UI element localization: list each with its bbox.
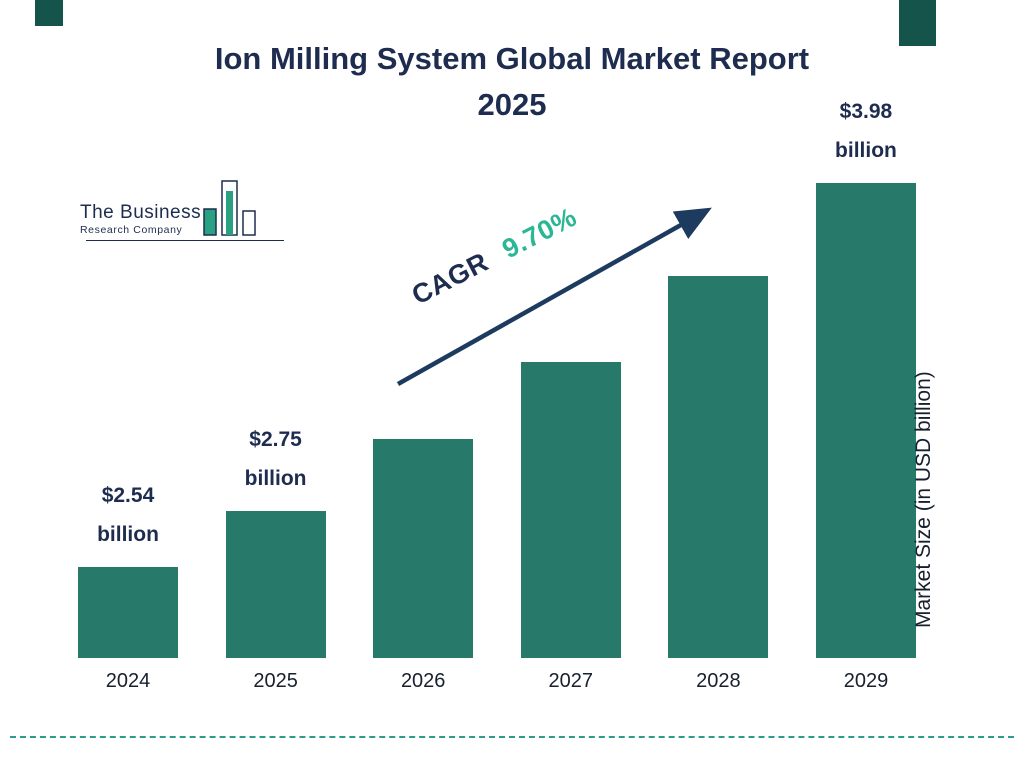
page-title-line1: Ion Milling System Global Market Report	[214, 41, 810, 76]
bar-value-label: $3.98 billion	[835, 100, 897, 162]
x-axis-label-2026: 2026	[400, 670, 446, 692]
bar-column-2026: 2026	[373, 439, 474, 700]
page-title-line2: 2025	[477, 87, 547, 122]
bar-2029	[815, 183, 916, 658]
logo-name: The Business	[80, 202, 202, 223]
bar-2024	[78, 567, 178, 658]
bar-2027	[520, 362, 621, 658]
bar-column-2029: $3.98 billion 2029	[815, 92, 916, 700]
bar-column-2025: $2.75 billion 2025	[225, 420, 326, 700]
logo-subtitle: Research Company	[80, 224, 183, 236]
x-axis-label-2028: 2028	[696, 670, 741, 692]
x-axis-label-2029: 2029	[843, 670, 889, 692]
bar-2026	[373, 439, 474, 658]
x-axis-label-2027: 2027	[548, 670, 594, 692]
bar-column-2028: 2028	[668, 276, 769, 700]
page-title: Ion Milling System Global Market Report …	[0, 36, 1024, 128]
bar-value-label: $2.54 billion	[97, 484, 159, 546]
x-axis-label-2025: 2025	[253, 670, 298, 692]
y-axis-title: Market Size (in USD billion)	[912, 371, 935, 629]
bar-2025	[225, 511, 326, 658]
logo-underline	[86, 240, 284, 241]
bar-column-2024: $2.54 billion 2024	[78, 476, 178, 700]
bar-column-2027: 2027	[520, 362, 621, 700]
company-logo: The Business Research Company	[80, 178, 285, 244]
bar-2028	[668, 276, 769, 658]
logo-bars-icon	[203, 180, 256, 236]
x-axis-label-2024: 2024	[105, 670, 151, 692]
decorative-corner-left-block	[35, 0, 63, 26]
logo-text: The Business Research Company	[80, 202, 201, 236]
decorative-corner-right-block	[899, 0, 936, 46]
bottom-dashed-line	[10, 736, 1014, 738]
cagr-arrow	[396, 207, 712, 386]
bar-value-label: $2.75 billion	[244, 428, 307, 490]
bar-chart: $2.54 billion 2024 $2.75 billion 2025 2026 2027…	[78, 100, 916, 700]
